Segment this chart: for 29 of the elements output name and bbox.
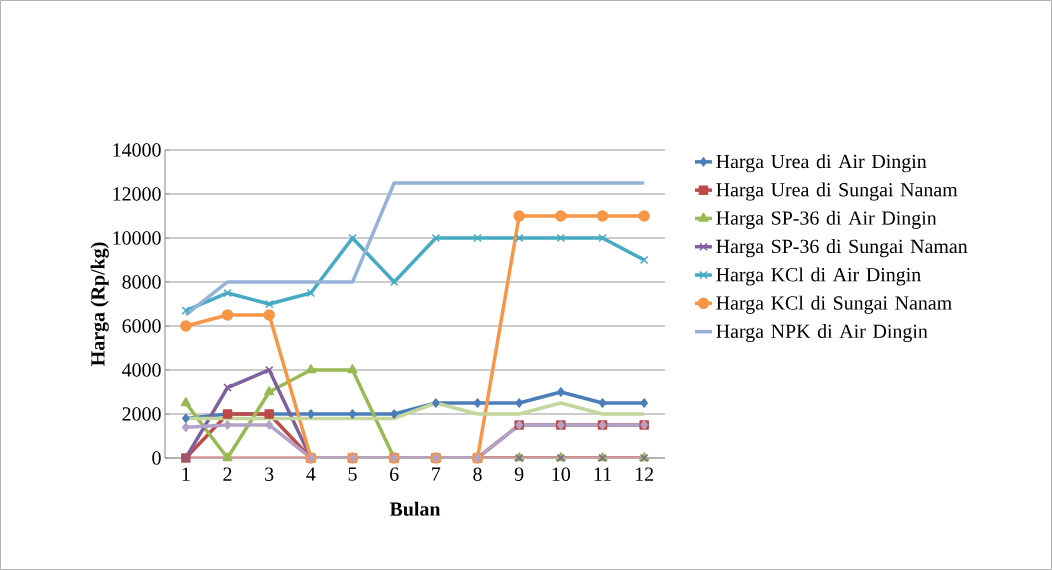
x-tick-label: 3 — [265, 467, 274, 481]
legend-label: Harga Urea di Air Dingin — [716, 154, 927, 173]
x-tick-label: 10 — [552, 467, 571, 481]
x-tick-label: 5 — [348, 467, 357, 481]
x-tick-label: 2 — [223, 467, 232, 481]
y-tick-label: 4000 — [122, 363, 161, 377]
legend-label: Harga NPK di Air Dingin — [716, 323, 928, 343]
x-tick-label: 11 — [594, 467, 611, 481]
x-tick-label: 6 — [390, 467, 399, 481]
y-tick-label: 10000 — [113, 231, 161, 245]
x-tick-label: 1 — [182, 467, 190, 481]
y-tick-label: 8000 — [122, 275, 161, 289]
x-tick-label: 12 — [635, 467, 654, 481]
x-tick-label: 8 — [473, 467, 482, 481]
legend-label: Harga SP-36 di Sungai Naman — [716, 239, 968, 258]
x-tick-label: 9 — [514, 467, 524, 481]
legend-label: Harga SP-36 di Air Dingin — [716, 210, 937, 229]
y-axis-title: Harga (Rp/kg) — [90, 242, 109, 366]
x-axis-title: Bulan — [389, 501, 441, 516]
legend-label: Harga KCl di Sungai Nanam — [716, 295, 952, 314]
x-tick-label: 4 — [306, 467, 316, 481]
y-tick-label: 12000 — [113, 187, 161, 201]
y-tick-label: 14000 — [113, 143, 161, 157]
legend-label: Harga KCl di Air Dingin — [716, 267, 921, 286]
y-tick-label: 2000 — [122, 407, 161, 421]
legend-label: Harga Urea di Sungai Nanam — [716, 182, 958, 201]
y-tick-label: 0 — [152, 451, 161, 465]
y-tick-label: 6000 — [122, 319, 161, 333]
x-tick-label: 7 — [432, 467, 441, 481]
